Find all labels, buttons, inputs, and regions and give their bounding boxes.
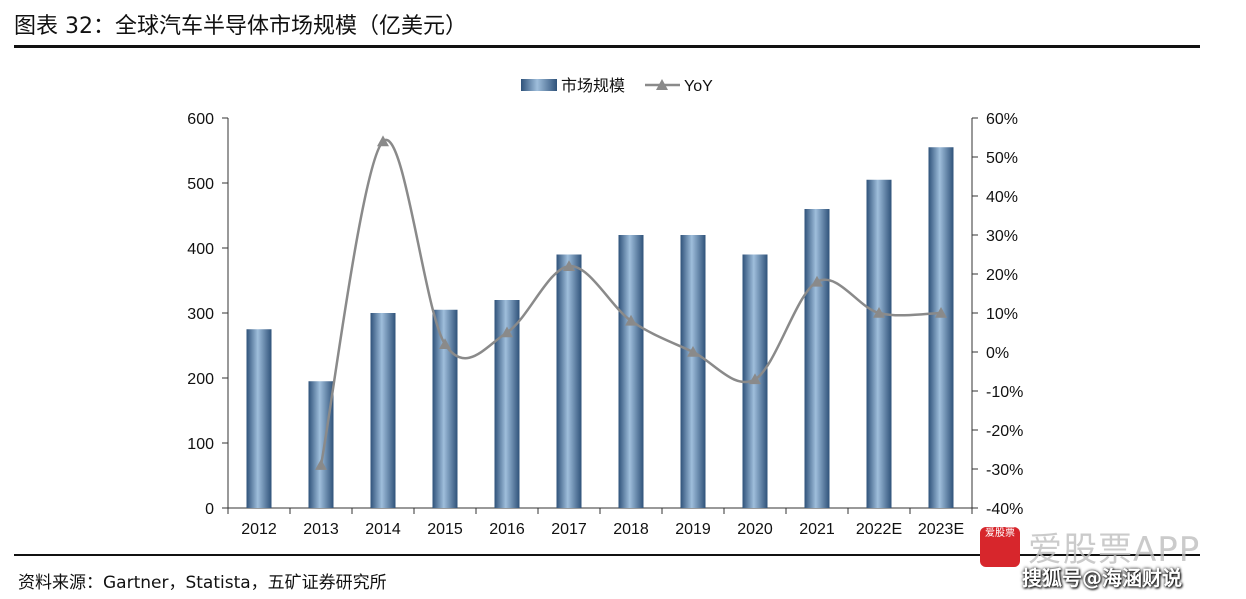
watermark-brand: 爱股票APP xyxy=(1028,530,1201,570)
yoy-point xyxy=(749,373,761,385)
title-rule xyxy=(14,45,1200,48)
x-tick-label: 2017 xyxy=(551,521,587,538)
footer-rule xyxy=(14,554,1200,556)
y-right-tick-label: 20% xyxy=(986,267,1018,284)
page-title: 图表 32：全球汽车半导体市场规模（亿美元） xyxy=(14,14,467,39)
y-right-tick-label: 50% xyxy=(986,150,1018,167)
y-left-tick-label: 500 xyxy=(187,176,214,193)
legend-swatch-bar xyxy=(521,79,557,91)
yoy-point xyxy=(563,260,575,271)
y-right-tick-label: -10% xyxy=(986,384,1023,401)
x-tick-label: 2018 xyxy=(613,521,649,538)
x-tick-label: 2021 xyxy=(799,521,835,538)
source-note: 资料来源：Gartner，Statista，五矿证券研究所 xyxy=(18,573,387,593)
y-left-tick-label: 200 xyxy=(187,371,214,388)
x-tick-labels: 2012 2013 2014 2015 2016 2017 2018 2019 2020 2021… xyxy=(241,521,964,538)
y-right-tick-label: 30% xyxy=(986,228,1018,245)
yoy-point xyxy=(625,314,637,326)
bar xyxy=(866,179,892,508)
y-right-tick-label: -40% xyxy=(986,501,1023,518)
x-tick-label: 2020 xyxy=(737,521,773,538)
legend-label-line: YoY xyxy=(684,78,713,95)
bar xyxy=(556,254,582,508)
bar xyxy=(246,329,272,508)
yoy-series xyxy=(315,135,947,470)
x-tick-label: 2019 xyxy=(675,521,711,538)
chart-axes: 0 100 200 300 400 500 600 -40% -30% -20% -10% 0% 10%… xyxy=(187,111,1023,518)
x-tick-label: 2014 xyxy=(365,521,401,538)
y-left-tick-label: 0 xyxy=(205,501,214,518)
y-left-tick-label: 600 xyxy=(187,111,214,128)
yoy-point xyxy=(687,346,699,357)
yoy-point xyxy=(501,326,513,338)
chart-legend: 市场规模 YoY xyxy=(521,76,713,95)
bar xyxy=(308,381,334,508)
bar xyxy=(804,209,830,508)
legend-label-bar: 市场规模 xyxy=(561,76,625,95)
watermark-sub: 搜狐号@海涵财说 xyxy=(1022,566,1182,590)
y-right-tick-label: 10% xyxy=(986,306,1018,323)
x-tick-label: 2023E xyxy=(918,521,964,538)
x-tick-label: 2013 xyxy=(303,521,339,538)
y-right-tick-label: -30% xyxy=(986,462,1023,479)
bar xyxy=(618,235,644,508)
yoy-point xyxy=(873,307,885,318)
bar xyxy=(370,313,396,508)
yoy-point xyxy=(935,307,947,318)
y-right-tick-label: 60% xyxy=(986,111,1018,128)
y-right-tick-label: 0% xyxy=(986,345,1009,362)
x-tick-label: 2022E xyxy=(856,521,902,538)
y-left-tick-label: 400 xyxy=(187,241,214,258)
yoy-point xyxy=(439,338,451,349)
yoy-point xyxy=(811,275,823,287)
y-left-tick-label: 300 xyxy=(187,306,214,323)
x-tick-label: 2015 xyxy=(427,521,463,538)
x-tick-label: 2012 xyxy=(241,521,277,538)
watermark-logo: 爱股票 xyxy=(980,527,1020,567)
y-right-tick-label: -20% xyxy=(986,423,1023,440)
legend-swatch-marker xyxy=(656,79,668,90)
x-tick-label: 2016 xyxy=(489,521,525,538)
bar xyxy=(928,147,954,508)
yoy-point xyxy=(377,135,389,147)
bar-series xyxy=(246,147,954,508)
y-left-tick-label: 100 xyxy=(187,436,214,453)
yoy-point xyxy=(315,459,327,470)
bar xyxy=(680,235,706,508)
y-right-tick-label: 40% xyxy=(986,189,1018,206)
